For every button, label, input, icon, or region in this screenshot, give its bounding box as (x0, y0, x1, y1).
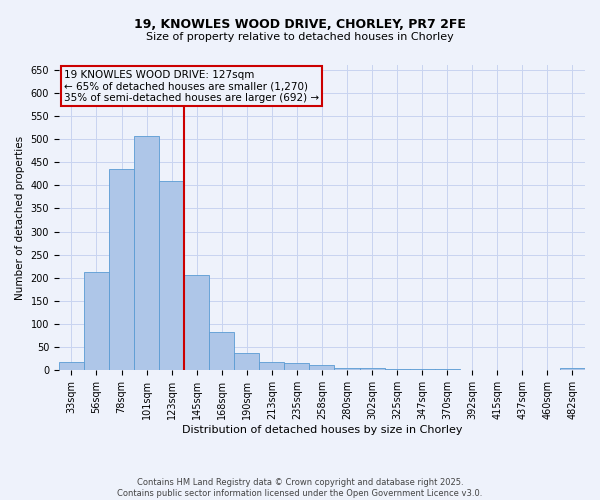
Bar (134, 136, 159, 370)
Bar (84, 272, 109, 370)
Bar (359, 368, 385, 370)
Bar (284, 364, 310, 370)
Bar (209, 332, 234, 370)
Bar (109, 169, 134, 370)
Bar (59, 362, 84, 370)
Bar (310, 365, 334, 370)
Y-axis label: Number of detached properties: Number of detached properties (15, 136, 25, 300)
Bar (385, 369, 410, 370)
Text: 19, KNOWLES WOOD DRIVE, CHORLEY, PR7 2FE: 19, KNOWLES WOOD DRIVE, CHORLEY, PR7 2FE (134, 18, 466, 30)
Bar (560, 368, 585, 370)
Bar (159, 180, 184, 370)
Text: Contains HM Land Registry data © Crown copyright and database right 2025.
Contai: Contains HM Land Registry data © Crown c… (118, 478, 482, 498)
X-axis label: Distribution of detached houses by size in Chorley: Distribution of detached houses by size … (182, 425, 462, 435)
Bar (184, 274, 209, 370)
Bar (234, 353, 259, 370)
Bar (334, 368, 359, 370)
Text: Size of property relative to detached houses in Chorley: Size of property relative to detached ho… (146, 32, 454, 42)
Text: 19 KNOWLES WOOD DRIVE: 127sqm
← 65% of detached houses are smaller (1,270)
35% o: 19 KNOWLES WOOD DRIVE: 127sqm ← 65% of d… (64, 70, 319, 103)
Bar (259, 362, 284, 370)
